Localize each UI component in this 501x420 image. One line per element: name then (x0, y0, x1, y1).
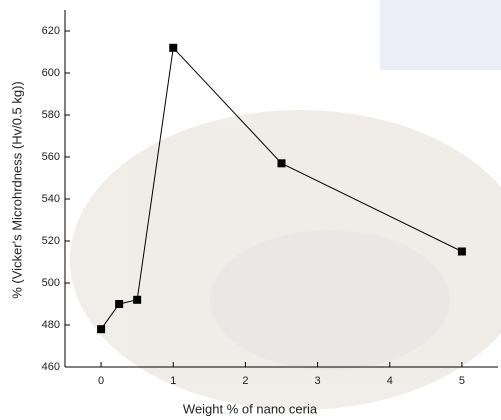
data-point (97, 325, 105, 333)
y-axis-title: % (Vicker's Microhrdness (Hv/0.5 kg)) (9, 81, 24, 299)
y-tick-label: 540 (42, 193, 60, 205)
chart: Weight % of nano ceria % (Vicker's Micro… (0, 0, 501, 420)
x-tick-label: 2 (242, 375, 248, 387)
y-tick-label: 520 (42, 235, 60, 247)
x-tick-label: 4 (387, 375, 393, 387)
y-tick-label: 460 (42, 361, 60, 373)
x-axis-title: Weight % of nano ceria (183, 401, 318, 416)
background-watermark (70, 0, 501, 410)
data-point (169, 44, 177, 52)
y-tick-label: 560 (42, 151, 60, 163)
data-point (458, 248, 466, 256)
page: {"chart_data": {"type": "line", "x_label… (0, 0, 501, 420)
x-tick-label: 3 (315, 375, 321, 387)
x-tick-label: 0 (98, 375, 104, 387)
y-tick-label: 500 (42, 277, 60, 289)
data-point (278, 159, 286, 167)
x-tick-label: 5 (459, 375, 465, 387)
y-tick-label: 480 (42, 319, 60, 331)
x-tick-label: 1 (170, 375, 176, 387)
y-tick-label: 600 (42, 67, 60, 79)
data-point (133, 296, 141, 304)
y-tick-label: 580 (42, 109, 60, 121)
data-point (115, 300, 123, 308)
y-tick-label: 620 (42, 25, 60, 37)
